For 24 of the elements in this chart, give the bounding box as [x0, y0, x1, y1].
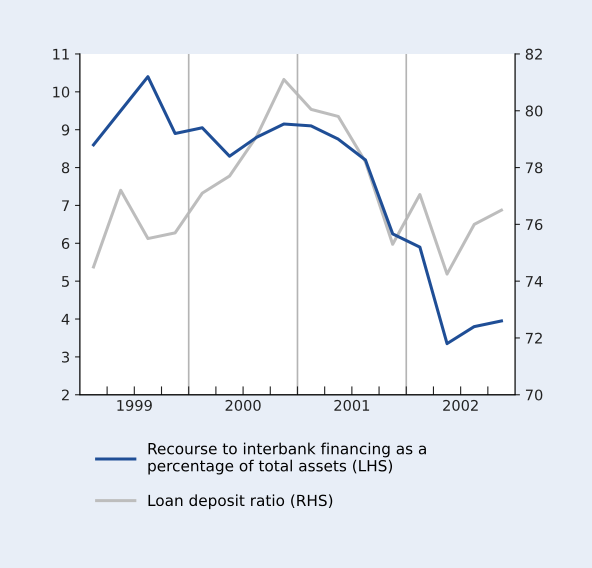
y-tick-label: 5 [62, 276, 69, 287]
legend-label: Loan deposit ratio (RHS) [148, 494, 332, 510]
y-tick-label: 7 [62, 200, 69, 211]
y2-tick-label: 72 [526, 332, 542, 344]
y-tick-label: 11 [53, 48, 69, 60]
y2-tick-label: 78 [526, 162, 542, 174]
y2-tick-label: 76 [526, 219, 542, 230]
y-tick-label: 2 [62, 389, 69, 400]
x-tick-label: 1999 [117, 400, 152, 411]
y2-tick-label: 70 [526, 389, 542, 401]
y2-tick-label: 82 [526, 48, 542, 60]
y-tick-label: 8 [62, 162, 70, 174]
y-tick-label: 4 [62, 314, 70, 325]
line-series [92, 75, 503, 346]
y-tick-label: 3 [62, 352, 70, 363]
y-tick-label: 9 [62, 124, 70, 136]
x-tick-label: 2000 [226, 400, 261, 411]
y-tick-label: 6 [62, 238, 70, 250]
legend-label: Recourse to interbank financing as a percentage of total assets (LHS) [148, 442, 426, 474]
y2-tick-label: 80 [526, 105, 542, 117]
y-tick-label: 10 [53, 86, 70, 98]
y2-tick-label: 74 [526, 276, 542, 287]
x-tick-label: 2002 [443, 400, 478, 411]
x-tick-label: 2001 [334, 400, 370, 411]
